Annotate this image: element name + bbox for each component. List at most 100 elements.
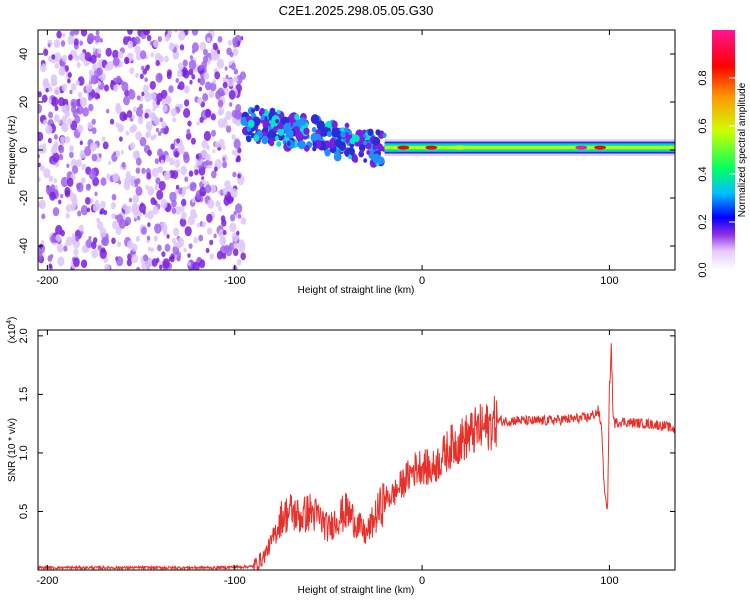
heatmap-cell	[179, 44, 185, 51]
heatmap-cell	[104, 84, 109, 92]
heatmap-cell	[115, 75, 122, 84]
heatmap-cell	[199, 77, 206, 86]
heatmap-cell	[236, 155, 241, 163]
heatmap-cell	[285, 128, 294, 139]
heatmap-cell	[135, 72, 139, 79]
snr-xlabel: Height of straight line (km)	[298, 585, 415, 596]
snr-ylabel: SNR (10 * v/v)	[7, 418, 18, 482]
heatmap-cell	[187, 215, 195, 226]
heatmap-cell	[84, 51, 92, 62]
heatmap-cell	[221, 219, 227, 227]
heatmap-cell	[191, 74, 196, 80]
heatmap-cell	[225, 110, 232, 121]
heatmap-cell	[153, 235, 158, 242]
heatmap-cell	[162, 258, 170, 269]
heatmap-cell	[238, 239, 245, 249]
heatmap-cell	[82, 107, 89, 117]
heatmap-cell	[40, 164, 45, 172]
heatmap-cell	[48, 98, 52, 104]
heatmap-cell	[45, 124, 53, 135]
heatmap-cell	[94, 92, 100, 100]
heatmap-cell	[127, 40, 134, 49]
heatmap-cell	[146, 34, 152, 42]
heatmap-cell	[194, 169, 199, 176]
heatmap-cell	[125, 130, 130, 136]
heatmap-cell	[209, 82, 217, 92]
heatmap-cell	[52, 152, 60, 163]
heatmap-cell	[57, 256, 65, 267]
heatmap-cell	[235, 203, 243, 214]
heatmap-cell	[96, 67, 103, 76]
heatmap-cell	[159, 264, 163, 270]
heatmap-cell	[196, 222, 200, 228]
heatmap-cell	[170, 108, 177, 117]
heatmap-cell	[299, 117, 307, 126]
heatmap-cell	[61, 115, 67, 124]
heatmap-cell	[42, 143, 47, 148]
heatmap-cell	[97, 245, 102, 251]
y-tick-label: 40	[18, 48, 30, 60]
heatmap-cell	[233, 138, 241, 150]
heatmap-cell	[218, 107, 225, 116]
heatmap-cell	[128, 89, 136, 100]
heatmap-cell	[96, 217, 101, 223]
heatmap-cell	[117, 241, 122, 248]
heatmap-cell	[151, 258, 158, 267]
colorbar-ticks: 0.0 0.2 0.4 0.6 0.8	[697, 70, 735, 278]
heatmap-cell	[331, 120, 338, 129]
heatmap-cell	[150, 52, 155, 58]
heatmap-cell	[128, 197, 133, 203]
heatmap-cell	[160, 199, 168, 209]
heatmap-cell	[77, 210, 82, 217]
heatmap-cell	[326, 131, 332, 138]
heatmap-cell	[86, 207, 91, 213]
heatmap-cell	[166, 72, 172, 80]
heatmap-cell	[230, 62, 236, 70]
heatmap-cell	[38, 162, 41, 168]
heatmap-cell	[88, 169, 97, 180]
heatmap-cell	[97, 52, 102, 58]
heatmap-cell	[372, 153, 381, 164]
heatmap-cell	[92, 203, 99, 212]
heatmap-cell	[111, 237, 116, 245]
colorbar-tick-label: 0.8	[697, 70, 709, 85]
heatmap-cell	[160, 159, 164, 164]
heatmap-cell	[115, 102, 121, 110]
heatmap-cell	[183, 108, 191, 118]
heatmap-cell	[171, 237, 176, 244]
heatmap-cell	[67, 72, 72, 78]
heatmap-cell	[192, 261, 200, 270]
heatmap-cell	[154, 223, 162, 234]
heatmap-cell	[78, 224, 84, 232]
heatmap-cell	[325, 120, 332, 128]
heatmap-cell	[229, 222, 237, 233]
heatmap-cell	[134, 45, 141, 55]
heatmap-cell	[229, 51, 234, 58]
heatmap-cell	[91, 118, 96, 125]
heatmap-cell	[64, 186, 71, 196]
heatmap-cell	[217, 99, 224, 108]
heatmap-cell	[166, 173, 170, 180]
y-tick-label: -20	[18, 190, 30, 206]
heatmap-cell	[173, 30, 178, 33]
heatmap-cell	[51, 96, 59, 107]
heatmap-cell	[218, 206, 223, 212]
heatmap-cell	[190, 208, 197, 218]
heatmap-cell	[286, 141, 291, 146]
heatmap-cell	[330, 137, 336, 145]
heatmap-cell	[173, 227, 180, 237]
heatmap-cell	[224, 244, 230, 252]
heatmap-cell	[81, 177, 86, 184]
heatmap-cell	[156, 99, 161, 106]
heatmap-cell	[60, 193, 64, 199]
heatmap-cell	[237, 147, 242, 154]
snr-axes: -200 -100 0 100 0.5 1.0 1.5 2.0	[18, 328, 675, 587]
heatmap-cell	[163, 225, 168, 232]
heatmap-cell	[149, 80, 156, 90]
heatmap-cell	[76, 62, 81, 68]
heatmap-cell	[73, 257, 80, 268]
heatmap-cell	[47, 43, 51, 48]
heatmap-cell	[106, 60, 114, 71]
heatmap-cell	[235, 117, 242, 127]
heatmap-cell	[203, 130, 211, 142]
